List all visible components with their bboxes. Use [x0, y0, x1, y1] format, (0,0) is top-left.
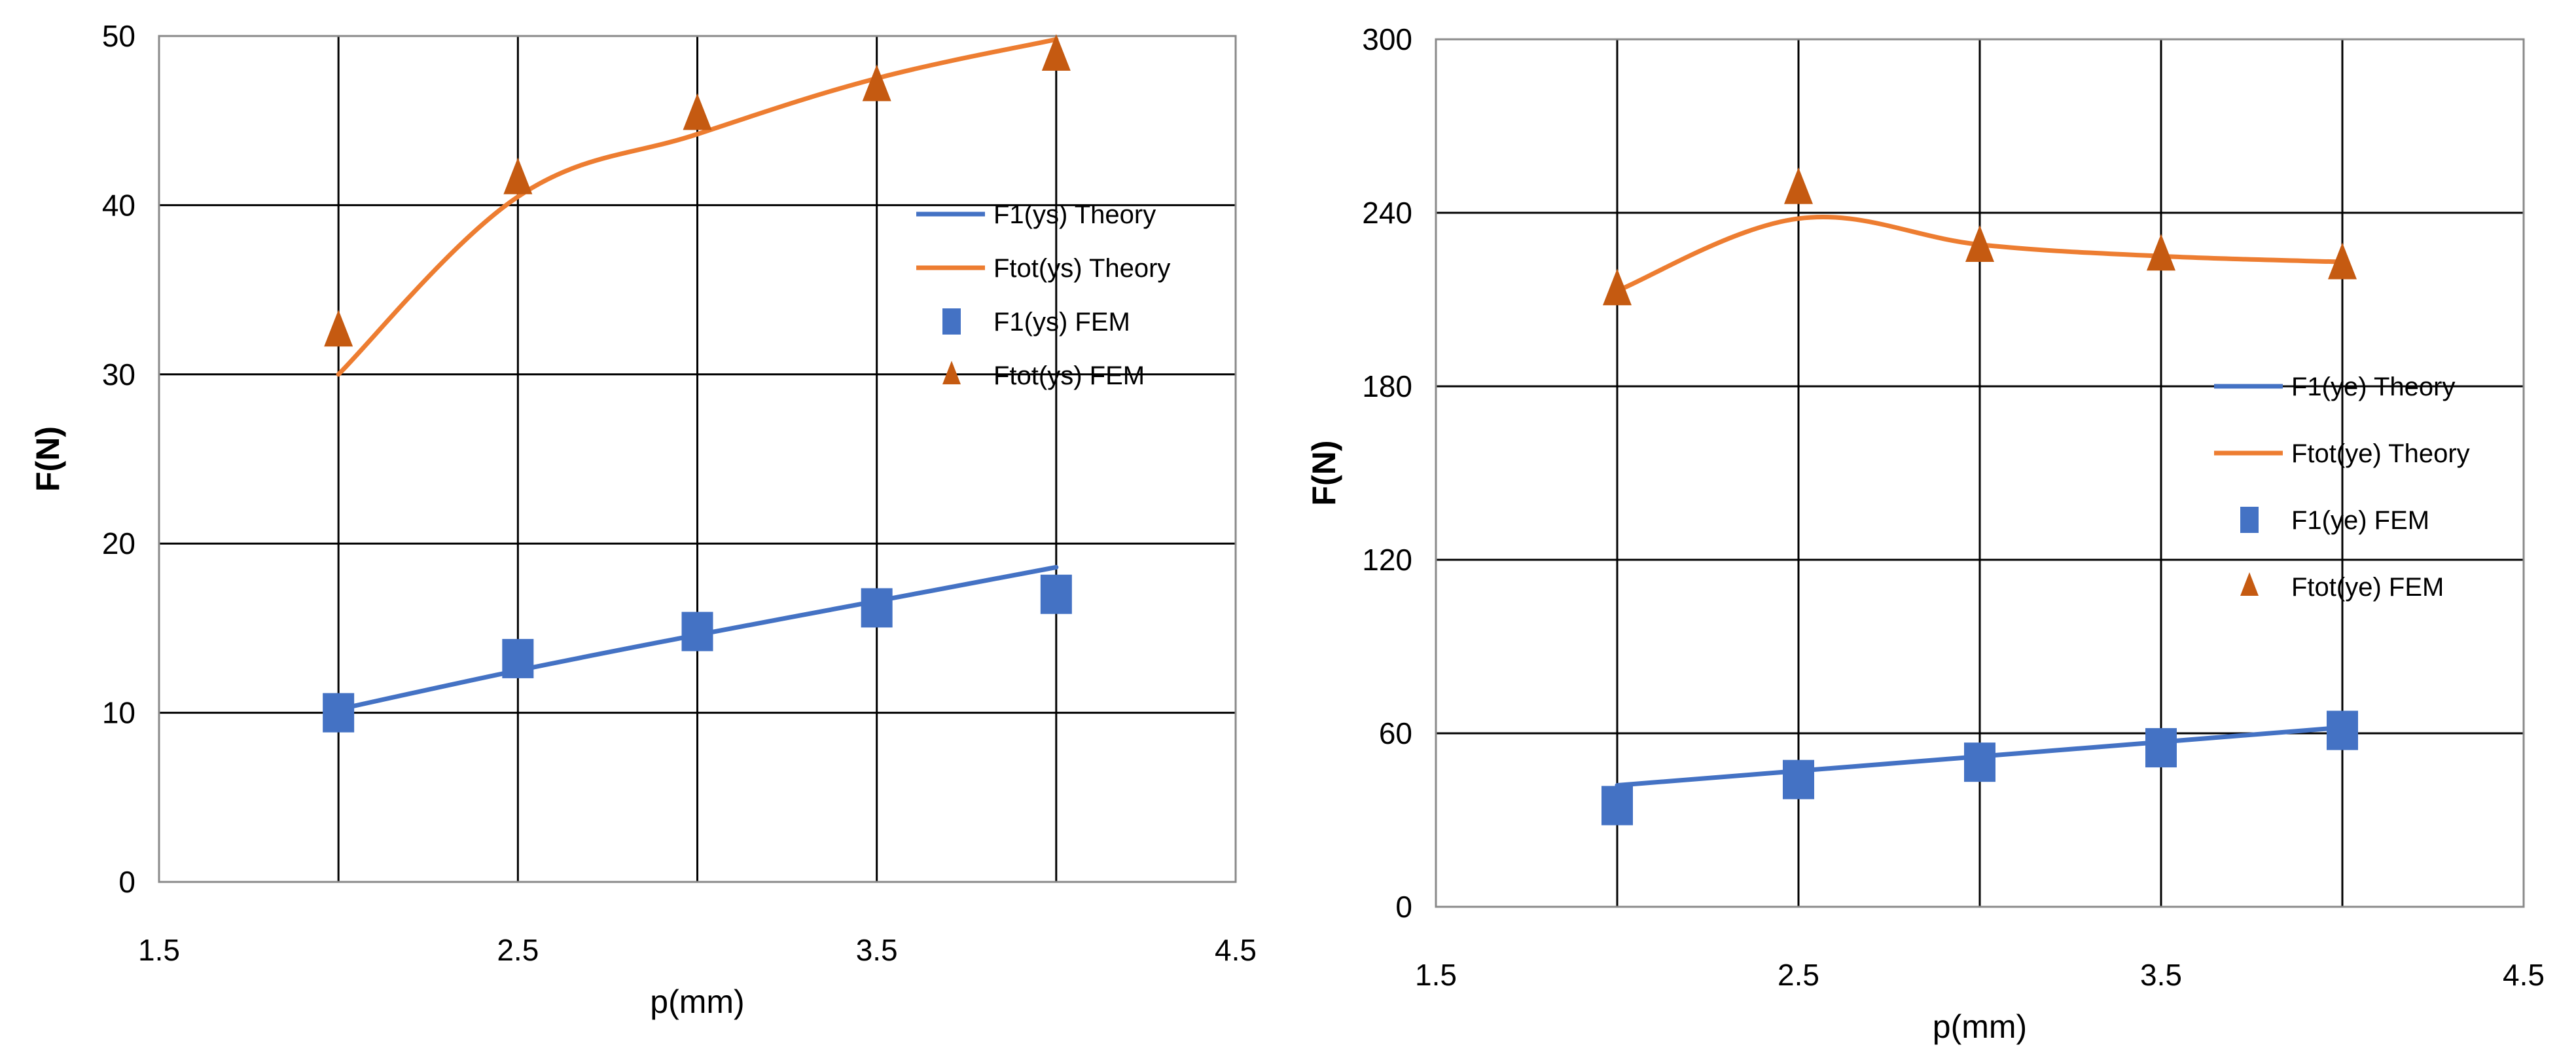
- x-tick-label: 2.5: [497, 933, 539, 967]
- y-tick-label: 300: [1362, 22, 1412, 56]
- y-tick-label: 50: [102, 19, 135, 53]
- fem-triangle-marker: [1603, 268, 1632, 306]
- chart-right: 0 60 120 180 240 300 1.5 2.5 3.5 4.5 p(mm) F(N) F1(y…: [1288, 0, 2576, 1060]
- y-tick-label: 240: [1362, 196, 1412, 230]
- legend-label: F1(ye) Theory: [2291, 373, 2455, 401]
- chart-right-svg: 0 60 120 180 240 300 1.5 2.5 3.5 4.5 p(mm) F(N) F1(y…: [1306, 22, 2545, 1045]
- y-tick-label: 0: [118, 865, 135, 899]
- fem-square-marker: [1783, 759, 1814, 799]
- x-tick-label: 4.5: [2503, 958, 2545, 992]
- fem-square-marker: [1964, 742, 1995, 782]
- fem-triangle-marker: [1784, 167, 1813, 204]
- fem-triangle-marker: [324, 310, 353, 347]
- plot-area-frame: [158, 35, 1237, 883]
- x-axis-title: p(mm): [650, 983, 744, 1020]
- y-tick-label: 10: [102, 696, 135, 730]
- y-tick-label: 40: [102, 188, 135, 222]
- chart-left-svg: 0 10 20 30 40 50 1.5 2.5 3.5 4.5 p(mm) F(N) F1(ys) T…: [29, 19, 1257, 1020]
- y-tick-label: 20: [102, 526, 135, 560]
- legend-label: F1(ys) FEM: [993, 308, 1130, 337]
- legend-label: Ftot(ye) Theory: [2291, 439, 2470, 468]
- y-tick-label: 30: [102, 357, 135, 392]
- y-tick-label: 60: [1379, 716, 1412, 750]
- x-axis-title: p(mm): [1933, 1008, 2027, 1045]
- chart-left: 0 10 20 30 40 50 1.5 2.5 3.5 4.5 p(mm) F(N) F1(ys) T…: [29, 19, 1257, 1020]
- series-line: [336, 37, 1059, 377]
- fem-square-marker: [2327, 710, 2358, 750]
- fem-triangle-marker: [1041, 34, 1071, 71]
- legend-square-swatch: [2240, 507, 2259, 533]
- legend-square-swatch: [942, 308, 961, 335]
- x-tick-label: 2.5: [1778, 958, 1819, 992]
- y-axis-title: F(N): [1306, 441, 1342, 506]
- x-tick-label: 3.5: [856, 933, 898, 967]
- legend-triangle-swatch: [942, 361, 961, 384]
- fem-triangle-marker: [2147, 234, 2175, 271]
- fem-square-marker: [323, 693, 355, 733]
- fem-triangle-marker: [683, 93, 712, 130]
- legend-label: Ftot(ye) FEM: [2291, 573, 2444, 602]
- fem-square-marker: [502, 638, 534, 678]
- fem-triangle-marker: [1965, 225, 1994, 262]
- x-tick-label: 1.5: [138, 933, 180, 967]
- y-tick-label: 0: [1395, 890, 1412, 924]
- fem-square-marker: [2145, 728, 2177, 768]
- legend-label: Ftot(ys) FEM: [993, 361, 1145, 390]
- x-tick-label: 1.5: [1415, 958, 1457, 992]
- fem-triangle-marker: [2328, 242, 2357, 280]
- y-tick-label: 180: [1362, 369, 1412, 403]
- plot-area-frame: [1435, 38, 2525, 908]
- legend-label: Ftot(ys) Theory: [993, 254, 1170, 283]
- fem-triangle-marker: [862, 64, 891, 101]
- y-axis-title: F(N): [29, 426, 66, 492]
- x-tick-label: 3.5: [2140, 958, 2182, 992]
- legend-label: F1(ye) FEM: [2291, 506, 2429, 535]
- y-tick-label: 120: [1362, 543, 1412, 577]
- fem-square-marker: [1601, 786, 1633, 826]
- fem-square-marker: [681, 612, 713, 651]
- legend-triangle-swatch: [2240, 572, 2259, 596]
- fem-square-marker: [1040, 574, 1072, 614]
- legend-label: F1(ys) Theory: [993, 200, 1156, 229]
- x-tick-label: 4.5: [1215, 933, 1257, 967]
- fem-square-marker: [861, 588, 893, 628]
- fem-triangle-marker: [503, 157, 533, 194]
